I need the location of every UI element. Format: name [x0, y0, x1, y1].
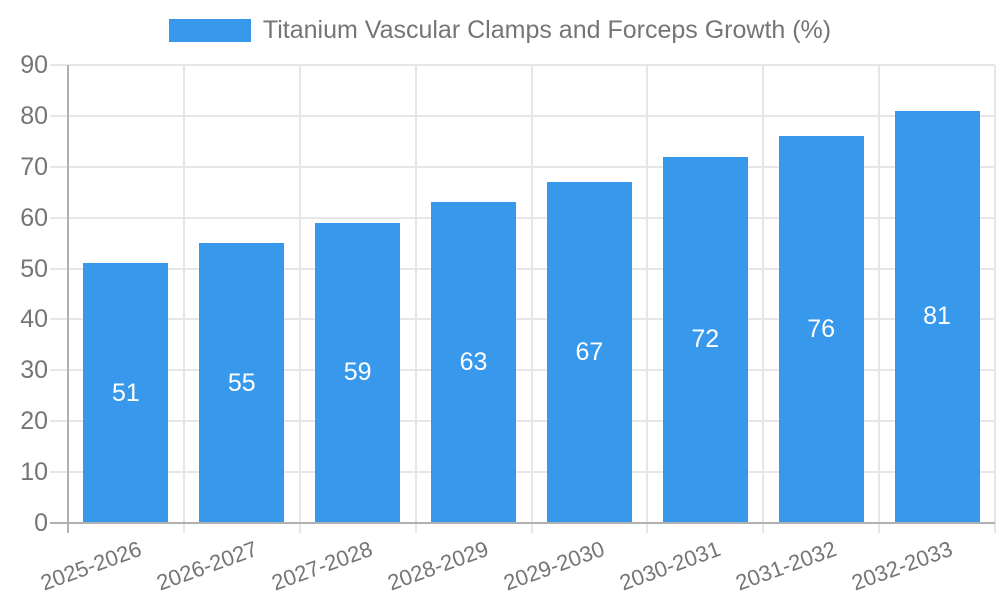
gridline-vertical: [182, 65, 185, 533]
bar[interactable]: 59: [315, 222, 401, 523]
gridline-vertical: [414, 65, 417, 533]
bar-value-label: 55: [227, 368, 256, 397]
gridline-horizontal: [50, 64, 995, 66]
y-tick-label: 30: [20, 356, 48, 385]
gridline-vertical: [994, 65, 996, 533]
gridline-vertical: [878, 65, 881, 533]
x-tick-label: 2032-2033: [848, 536, 956, 596]
gridline-horizontal: [50, 165, 995, 168]
gridline-horizontal: [50, 369, 995, 372]
x-tick-label: 2029-2030: [500, 536, 608, 596]
bar-value-label: 63: [459, 348, 488, 377]
bar-value-label: 51: [112, 378, 140, 407]
x-tick-label: 2025-2026: [37, 536, 145, 596]
bar[interactable]: 51: [83, 263, 169, 523]
bar-value-label: 81: [923, 302, 951, 331]
chart-legend[interactable]: Titanium Vascular Clamps and Forceps Gro…: [0, 16, 1000, 45]
x-tick-label: 2026-2027: [152, 536, 261, 596]
y-tick-label: 60: [20, 203, 48, 232]
chart-title: Titanium Vascular Clamps and Forceps Gro…: [262, 16, 832, 44]
gridline-vertical: [762, 65, 765, 533]
bar[interactable]: 63: [431, 202, 517, 523]
x-tick-label: 2028-2029: [384, 536, 493, 596]
bar-value-label: 76: [807, 315, 836, 344]
gridline-vertical: [298, 65, 301, 533]
gridline-horizontal: [50, 114, 995, 117]
bar-value-label: 59: [343, 358, 372, 387]
x-tick-label: 2027-2028: [268, 536, 377, 596]
gridline-vertical: [646, 65, 649, 533]
bar-value-label: 67: [575, 338, 604, 366]
legend-swatch-icon: [168, 19, 251, 42]
bar[interactable]: 55: [199, 243, 285, 523]
y-tick-label: 80: [20, 101, 48, 130]
y-tick-label: 50: [20, 254, 48, 283]
x-tick-label: 2031-2032: [732, 536, 840, 596]
y-tick-label: 90: [20, 51, 48, 79]
gridline-horizontal: [50, 216, 995, 219]
bar[interactable]: 81: [894, 110, 980, 523]
bar[interactable]: 67: [546, 182, 632, 523]
gridline-horizontal: [50, 318, 995, 321]
x-axis-line: [50, 522, 995, 524]
gridline-horizontal: [50, 267, 995, 270]
x-tick-label: 2030-2031: [616, 536, 724, 596]
bar-value-label: 72: [691, 325, 720, 354]
gridline-vertical: [530, 65, 533, 533]
y-tick-label: 0: [34, 509, 48, 537]
bar[interactable]: 76: [778, 136, 864, 523]
y-tick-label: 20: [20, 407, 48, 436]
y-tick-label: 10: [20, 458, 48, 487]
gridline-horizontal: [50, 471, 995, 474]
gridline-horizontal: [50, 420, 995, 423]
y-axis-line: [67, 65, 69, 533]
bar[interactable]: 72: [662, 156, 748, 523]
y-tick-label: 70: [20, 152, 48, 181]
y-tick-label: 40: [20, 305, 48, 334]
